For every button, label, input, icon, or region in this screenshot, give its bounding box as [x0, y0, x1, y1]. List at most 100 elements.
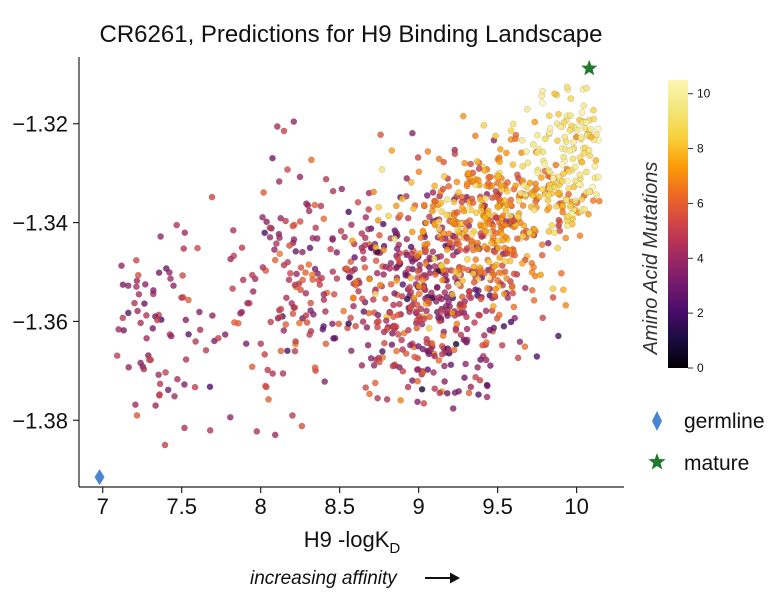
- scatter-point: [560, 118, 568, 126]
- scatter-point: [408, 228, 416, 236]
- scatter-point: [394, 311, 402, 319]
- scatter-point: [214, 334, 222, 342]
- scatter-point: [472, 256, 480, 263]
- scatter-point: [424, 297, 432, 305]
- scatter-point: [582, 119, 590, 126]
- scatter-point: [435, 155, 443, 163]
- scatter-point: [495, 173, 502, 180]
- scatter-point: [480, 222, 488, 230]
- scatter-point: [322, 308, 329, 315]
- scatter-point: [361, 264, 369, 271]
- mature-star-icon: [648, 453, 666, 470]
- scatter-point: [551, 229, 558, 236]
- scatter-point: [487, 173, 494, 181]
- scatter-point: [373, 269, 381, 277]
- scatter-point: [555, 216, 563, 224]
- scatter-point: [296, 319, 303, 327]
- scatter-point: [491, 248, 499, 256]
- scatter-point: [407, 179, 415, 186]
- scatter-point: [438, 350, 446, 358]
- scatter-point: [311, 364, 319, 371]
- scatter-point: [260, 189, 267, 196]
- scatter-point: [321, 378, 329, 385]
- scatter-point: [338, 185, 346, 193]
- scatter-point: [131, 299, 138, 307]
- scatter-point: [569, 155, 577, 163]
- scatter-point: [231, 319, 238, 326]
- scatter-point: [570, 138, 577, 146]
- scatter-point: [327, 245, 334, 253]
- scatter-point: [362, 384, 370, 391]
- scatter-point: [534, 131, 541, 139]
- scatter-point: [426, 313, 433, 321]
- scatter-point: [274, 314, 282, 322]
- scatter-point: [406, 283, 414, 291]
- scatter-point: [415, 342, 422, 350]
- scatter-point: [507, 127, 515, 135]
- scatter-point: [371, 379, 379, 387]
- scatter-point: [167, 275, 174, 283]
- scatter-point: [284, 166, 291, 173]
- scatter-point: [490, 324, 498, 332]
- scatter-point: [590, 115, 598, 123]
- scatter-point: [141, 281, 149, 288]
- scatter-point: [495, 269, 503, 276]
- scatter-point: [152, 402, 159, 409]
- scatter-point: [487, 362, 494, 369]
- scatter-point: [418, 320, 426, 328]
- scatter-point: [507, 201, 514, 209]
- scatter-point: [458, 293, 466, 301]
- scatter-point: [280, 261, 288, 269]
- scatter-point: [587, 133, 595, 141]
- scatter-point: [396, 211, 404, 219]
- scatter-point: [456, 300, 464, 308]
- x-ticks: 7 7.5 8 8.5 9 9.5 10: [97, 487, 589, 519]
- scatter-point: [501, 268, 509, 276]
- scatter-point: [403, 235, 411, 243]
- scatter-point: [267, 318, 275, 326]
- scatter-point: [306, 331, 313, 339]
- chart-title: CR6261, Predictions for H9 Binding Lands…: [100, 21, 603, 48]
- scatter-point: [156, 391, 163, 398]
- scatter-point: [374, 311, 382, 319]
- scatter-point: [431, 352, 438, 360]
- scatter-point: [396, 300, 403, 308]
- scatter-point: [266, 224, 274, 232]
- scatter-point: [313, 235, 321, 242]
- scatter-point: [311, 201, 319, 209]
- scatter-point: [437, 199, 445, 207]
- scatter-point: [437, 308, 445, 316]
- scatter-point: [532, 198, 539, 205]
- scatter-point: [455, 189, 462, 196]
- scatter-point: [438, 295, 446, 303]
- colorbar: 0 2 4 6 8 10 Amino Acid Mutations: [640, 80, 711, 375]
- scatter-point: [476, 268, 484, 275]
- scatter-point: [476, 376, 484, 384]
- scatter-point: [590, 106, 597, 114]
- scatter-point: [296, 173, 304, 181]
- scatter-point: [428, 207, 436, 215]
- scatter-point: [592, 157, 600, 164]
- colorbar-tick-label: 2: [697, 306, 704, 320]
- scatter-point: [134, 271, 142, 279]
- scatter-point: [477, 356, 484, 364]
- scatter-point: [415, 282, 423, 290]
- scatter-point: [404, 383, 412, 391]
- scatter-point: [423, 339, 431, 347]
- scatter-point: [577, 134, 585, 141]
- scatter-point: [484, 285, 491, 292]
- scatter-point: [410, 205, 417, 212]
- scatter-point: [380, 271, 387, 278]
- scatter-point: [481, 214, 489, 222]
- scatter-point: [379, 348, 386, 355]
- scatter-point: [296, 218, 304, 225]
- scatter-point: [361, 234, 369, 242]
- scatter-point: [583, 84, 590, 92]
- scatter-point: [585, 146, 593, 154]
- scatter-point: [464, 169, 472, 177]
- scatter-point: [445, 230, 453, 238]
- scatter-point: [490, 263, 498, 271]
- scatter-point: [549, 285, 557, 293]
- scatter-point: [434, 314, 442, 321]
- scatter-point: [266, 233, 274, 241]
